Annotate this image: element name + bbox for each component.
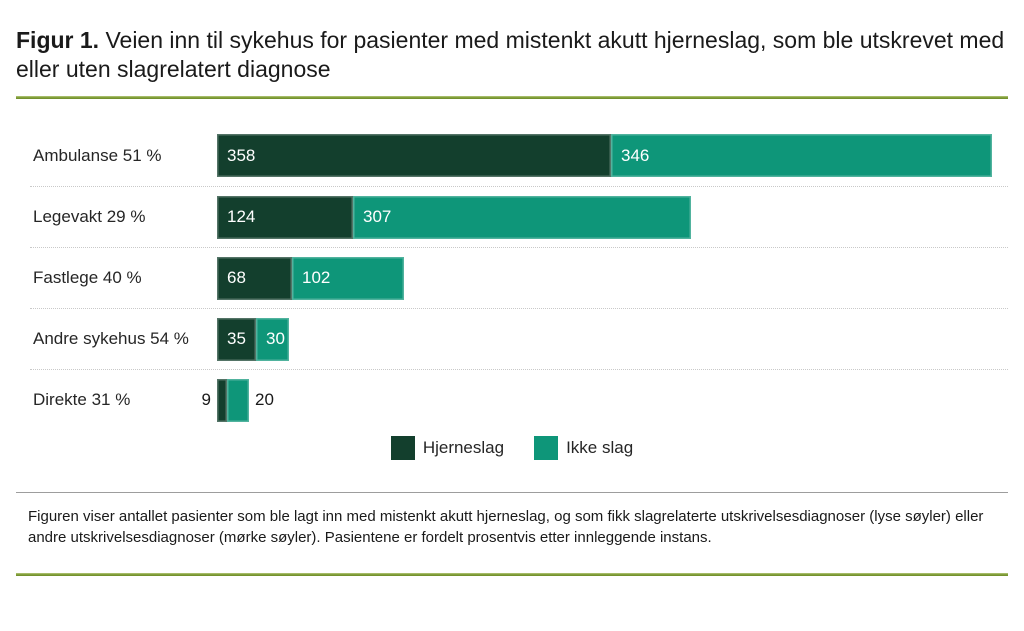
bar-segment-ikke-slag: 30: [256, 317, 289, 361]
bar-value-label: 20: [255, 390, 274, 409]
bar-segment-hjerneslag: [217, 378, 227, 422]
category-label: Ambulanse 51 %: [33, 145, 162, 165]
chart-row: Direkte 31 % 9 20: [30, 369, 1008, 430]
bar-value-label: 68: [227, 268, 246, 287]
bar-value-label: 9: [201, 390, 211, 409]
category-label: Legevakt 29 %: [33, 207, 146, 226]
legend-label: Ikke slag: [566, 438, 634, 457]
figure-title-text: Veien inn til sykehus for pasienter med …: [16, 27, 1005, 82]
bar-value-label: 346: [621, 145, 650, 165]
bar-value-label: 102: [302, 268, 331, 287]
chart-row: Andre sykehus 54 % 35 30: [30, 308, 1008, 369]
bar-segment-hjerneslag: 358: [217, 134, 611, 177]
bar-area: 68 102: [217, 256, 1008, 300]
figure-number: Figur 1.: [16, 27, 100, 53]
bar-segment-ikke-slag: [227, 378, 249, 422]
bottom-divider: [16, 573, 1008, 576]
chart-legend: Hjerneslag Ikke slag: [16, 436, 1008, 460]
bar-value-label: 358: [227, 145, 256, 165]
legend-swatch-ikke-slag: [534, 436, 559, 460]
chart-row: Legevakt 29 % 124 307: [30, 186, 1008, 247]
bar-segment-ikke-slag: 346: [611, 134, 992, 177]
legend-swatch-hjerneslag: [390, 436, 415, 460]
bar-stack: 124 307: [217, 195, 691, 239]
category-label: Fastlege 40 %: [33, 268, 142, 287]
bar-stack: 358 346: [217, 134, 992, 177]
bar-segment-hjerneslag: 68: [217, 256, 292, 300]
bar-segment-ikke-slag: 102: [292, 256, 404, 300]
top-divider: [16, 96, 1008, 99]
legend-item-hjerneslag: Hjerneslag: [390, 436, 505, 460]
figure-footnote: Figuren viser antallet pasienter som ble…: [28, 508, 984, 546]
legend-label: Hjerneslag: [422, 438, 505, 457]
bar-segment-hjerneslag: 35: [217, 317, 256, 361]
bar-stack: 9 20: [202, 378, 274, 422]
category-label: Direkte 31 %: [33, 390, 131, 409]
chart-row: Ambulanse 51 % 358 346: [30, 125, 1008, 186]
bar-value-label: 307: [363, 207, 392, 226]
category-label: Andre sykehus 54 %: [33, 329, 189, 348]
bar-area: 358 346: [217, 134, 1008, 177]
chart-row: Fastlege 40 % 68 102: [30, 247, 1008, 308]
bar-area: 35 30: [217, 317, 1008, 361]
figure-title: Figur 1. Veien inn til sykehus for pasie…: [16, 26, 1008, 84]
figure-card: Figur 1. Veien inn til sykehus for pasie…: [0, 26, 1024, 576]
bar-area: 124 307: [217, 195, 1008, 239]
bar-stack: 35 30: [217, 317, 289, 361]
bar-area: 9 20: [202, 378, 1008, 422]
bar-value-label: 30: [266, 329, 285, 348]
bar-stack: 68 102: [217, 256, 404, 300]
footnote-divider: [16, 492, 1008, 493]
legend-item-ikke-slag: Ikke slag: [534, 436, 633, 460]
bar-value-label: 35: [227, 329, 246, 348]
bar-segment-ikke-slag: 307: [353, 195, 691, 239]
stacked-bar-chart: Ambulanse 51 % 358 346 Legevakt 29 % 124 307 F…: [16, 125, 1008, 430]
bar-segment-hjerneslag: 124: [217, 195, 353, 239]
bar-value-label: 124: [227, 207, 256, 226]
